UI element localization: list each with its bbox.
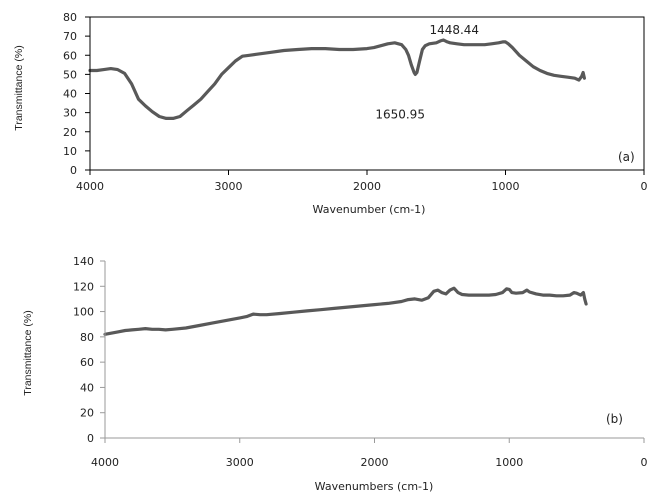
panel-a-label: (a) <box>618 150 635 164</box>
panel-a-x-tick-label: 4000 <box>76 180 104 193</box>
panel-a-spectrum-line <box>88 38 586 120</box>
panel-a-y-tick-label: 80 <box>63 11 77 24</box>
panel-b-x-tick-label: 2000 <box>361 456 389 469</box>
panel-a-peak-annotation: 1650.95 <box>375 107 425 121</box>
panel-b-y-axis-label: Transmittance (%) <box>22 310 34 395</box>
panel-b-x-axis-label: Wavenumbers (cm-1) <box>315 480 434 493</box>
panel-a-y-axis-label: Transmittance (%) <box>13 45 25 130</box>
panel-a-x-tick-label: 3000 <box>215 180 243 193</box>
panel-b-spectrum-line <box>103 286 588 336</box>
panel-a-chart: Transmittance (%) Wavenumber (cm-1) (a) … <box>13 11 648 216</box>
panel-a-x-tick-label: 1000 <box>492 180 520 193</box>
panel-b-y-tick-label: 120 <box>73 280 94 293</box>
panel-a-y-tick-label: 70 <box>63 30 77 43</box>
panel-b-y-tick-label: 20 <box>80 407 94 420</box>
panel-a-y-tick-label: 0 <box>70 164 77 177</box>
panel-a-plot-frame <box>89 16 645 171</box>
panel-b-x-tick-label: 4000 <box>91 456 119 469</box>
panel-a-y-tick-label: 40 <box>63 88 77 101</box>
panel-a-x-tick-label: 0 <box>641 180 648 193</box>
panel-a-peak-annotation: 1448.44 <box>429 23 479 37</box>
panel-b-y-tick-label: 0 <box>87 432 94 445</box>
panel-b-label: (b) <box>606 412 623 426</box>
panel-a-y-tick-label: 10 <box>63 145 77 158</box>
panel-a-y-tick-label: 30 <box>63 107 77 120</box>
panel-b-chart: Transmittance (%) Wavenumbers (cm-1) (b)… <box>22 255 648 493</box>
panel-a-y-tick-label: 50 <box>63 68 77 81</box>
panel-b-y-tick-label: 40 <box>80 381 94 394</box>
panel-b-y-tick-label: 100 <box>73 306 94 319</box>
panel-a-x-tick-label: 2000 <box>353 180 381 193</box>
panel-b-x-tick-label: 1000 <box>495 456 523 469</box>
panel-b-x-tick-label: 0 <box>641 456 648 469</box>
panel-b-y-tick-label: 60 <box>80 356 94 369</box>
panel-b-y-tick-label: 140 <box>73 255 94 268</box>
panel-a-y-tick-label: 60 <box>63 49 77 62</box>
panel-a-x-axis-label: Wavenumber (cm-1) <box>313 203 426 216</box>
panel-a-y-tick-label: 20 <box>63 126 77 139</box>
panel-b-x-tick-label: 3000 <box>226 456 254 469</box>
panel-b-y-tick-label: 80 <box>80 331 94 344</box>
